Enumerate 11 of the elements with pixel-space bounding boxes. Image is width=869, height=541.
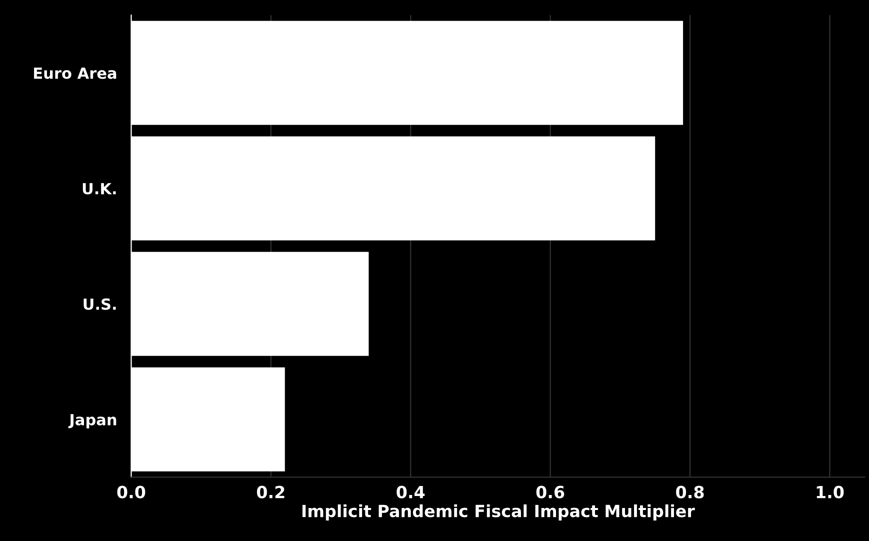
y-tick-label: Euro Area [34,68,116,79]
y-tick-label: U.S. [84,298,116,310]
x-tick-label: 0.8 [676,486,704,498]
y-tick-label: Japan [68,414,116,428]
x-tick-label: 0.2 [256,486,284,498]
x-tick-label: 0.0 [117,486,146,498]
x-tick-label: 0.4 [396,486,425,498]
x-tick-label: 0.6 [536,486,564,498]
y-tick-label: U.K. [82,183,116,194]
x-axis-title: Implicit Pandemic Fiscal Impact Multiplier [302,504,695,521]
x-tick-label: 1.0 [816,486,844,498]
